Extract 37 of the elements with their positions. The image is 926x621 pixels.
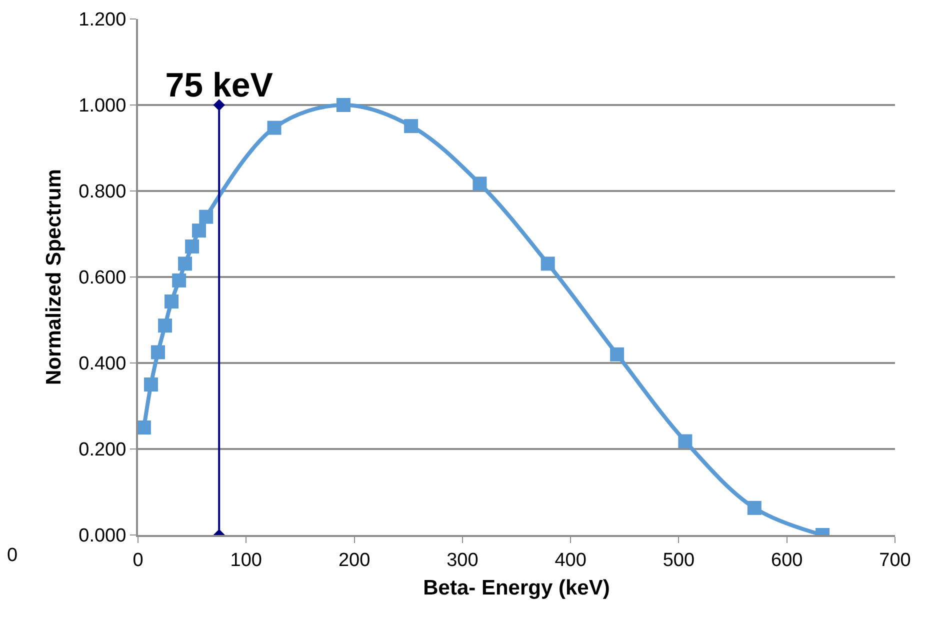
y-tick-label: 0.600 (78, 268, 126, 289)
x-tick-label: 700 (879, 550, 911, 571)
point (213, 99, 225, 111)
x-axis-title: Beta- Energy (keV) (423, 576, 610, 600)
x-tick-label: 0 (132, 550, 144, 571)
point (178, 256, 192, 271)
y-axis-title: Normalized Spectrum (42, 169, 66, 385)
point (185, 239, 200, 254)
point (747, 500, 762, 515)
x-tick-label: 200 (338, 550, 370, 571)
y-tick-label: 1.200 (78, 10, 126, 31)
point (192, 224, 206, 238)
point (404, 119, 418, 134)
point (199, 210, 214, 224)
point (158, 318, 172, 333)
annotation: 75 keV (165, 66, 274, 104)
point (610, 347, 624, 362)
x-tick-label: 100 (230, 550, 262, 571)
point (540, 256, 555, 271)
point (164, 294, 179, 309)
y-tick-label: 0.400 (78, 354, 126, 375)
y-tick-label: 1.000 (78, 96, 126, 117)
point (336, 98, 350, 112)
x-tick-label: 600 (771, 550, 803, 571)
point (138, 420, 151, 434)
point (267, 120, 282, 135)
x-tick-label: 500 (662, 550, 695, 571)
x-tick-label: 400 (554, 550, 586, 571)
point (678, 434, 692, 448)
point (472, 176, 487, 191)
point (172, 273, 186, 288)
point (151, 345, 166, 360)
y-tick-label: 0.200 (78, 440, 126, 461)
x-tick-label: 300 (446, 550, 478, 571)
y-tick-label: 0.800 (78, 182, 126, 203)
point (144, 378, 158, 392)
y-tick-label: 0.000 (78, 526, 126, 547)
